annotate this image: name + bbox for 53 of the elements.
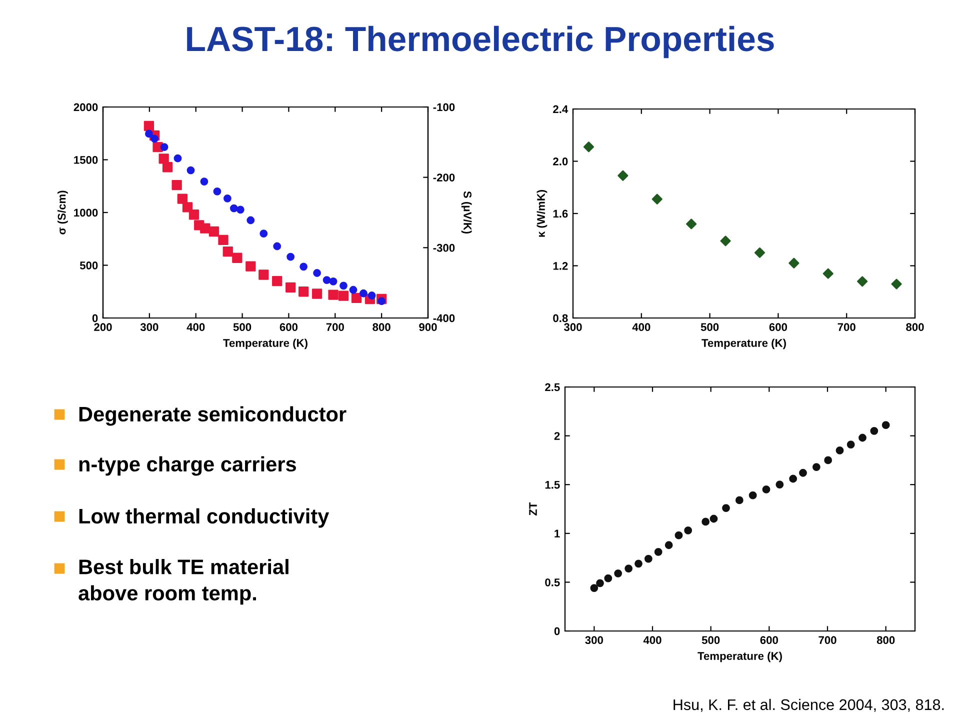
x-tick-label: 500 [233,323,252,332]
x-tick-label: 800 [876,636,895,644]
y-tick-label: 1500 [74,156,98,164]
x-axis-title: Temperature (K) [702,338,786,350]
x-tick-label: 200 [94,323,112,332]
y-tick-label: 0 [554,627,560,636]
y-tick-label: 0.8 [553,314,568,322]
y-axis-title: κ (W/mK) [536,190,548,237]
y-axis-title: σ (S/cm) [58,190,68,234]
y-tick-label: 1000 [74,208,98,217]
x-axis-title: Temperature (K) [698,652,782,662]
x-tick-label: 500 [702,636,720,644]
y2-tick-label: -300 [433,244,455,252]
x-tick-label: 600 [760,636,778,644]
text: Degenerate semiconductor [79,406,346,426]
text: Best bulk TE material above room temp. [78,559,288,605]
y-tick-label: 2.0 [553,158,568,166]
x-tick-label: 300 [140,323,158,332]
x-tick-label: 600 [280,323,298,332]
x-tick-label: 300 [564,323,582,332]
x-tick-label: 400 [186,323,205,332]
y2-tick-label: -100 [433,103,455,112]
y-tick-label: 2 [554,432,560,440]
x-tick-label: 600 [769,323,788,332]
x-tick-label: 400 [632,323,650,332]
y-tick-label: 2.5 [545,383,560,392]
y-tick-label: 1.5 [545,480,560,489]
y-tick-label: 1 [554,530,560,538]
y-axis-title: ZT [529,502,537,516]
x-tick-label: 700 [326,323,344,332]
text: LAST-18: Thermoelectric Properties [187,26,774,58]
y-tick-label: 500 [80,262,98,270]
x-tick-label: 400 [643,636,662,644]
y2-tick-label: -400 [433,314,455,322]
x-tick-label: 900 [419,323,437,332]
y2-axis-title: S (μV/K) [461,191,472,234]
text: n-type charge carriers [79,456,296,476]
y-tick-label: 1.2 [553,262,568,270]
x-tick-label: 500 [700,323,719,332]
y-tick-label: 2000 [74,103,98,112]
text: Low thermal conductivity [79,508,330,528]
x-tick-label: 800 [906,323,924,332]
x-tick-label: 800 [372,323,390,332]
y-tick-label: 2.4 [553,105,568,114]
text: Hsu, K. F. et al. Science 2004, 303, 818. [674,698,944,712]
y-tick-label: 1.6 [553,210,568,218]
x-axis-title: Temperature (K) [223,338,308,350]
x-tick-label: 300 [585,636,603,644]
y2-tick-label: -200 [433,174,455,182]
y-tick-label: 0 [92,314,98,322]
x-tick-label: 700 [838,323,856,332]
x-tick-label: 700 [818,636,836,644]
y-tick-label: 0.5 [545,578,560,586]
